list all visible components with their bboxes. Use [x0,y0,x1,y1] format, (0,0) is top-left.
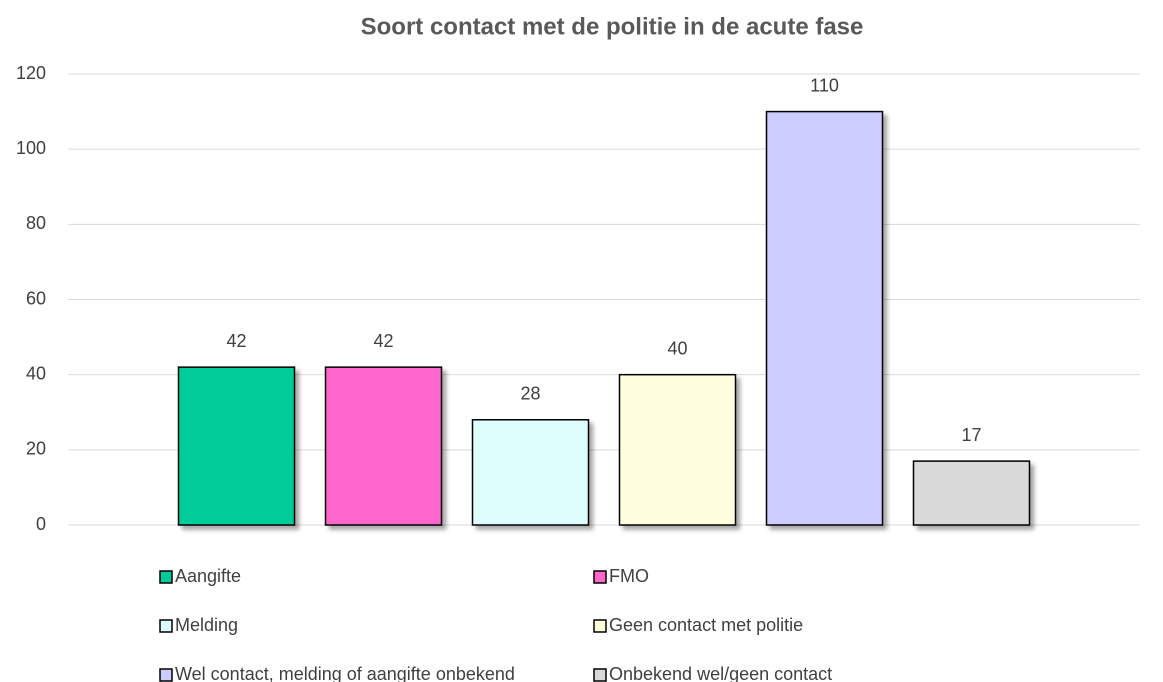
legend-swatch [593,668,607,682]
legend-swatch [593,619,607,633]
legend-label: Aangifte [175,566,241,586]
legend-label: Melding [175,615,238,635]
chart-title: Soort contact met de politie in de acute… [361,13,864,40]
value-label: 28 [520,384,540,404]
value-label: 40 [667,338,687,358]
y-tick-label: 100 [16,138,46,158]
y-tick-label: 20 [26,439,46,459]
value-label: 42 [226,331,246,351]
value-label: 110 [810,75,839,95]
bar [177,366,296,526]
legend-swatch [159,619,173,633]
legend-label: Wel contact, melding of aangifte onbeken… [175,664,515,682]
bar [618,373,737,526]
value-label: 42 [373,331,393,351]
legend-swatch [159,570,173,584]
bar [765,110,884,526]
legend-swatch [593,570,607,584]
y-tick-label: 0 [36,514,46,534]
bar [471,419,590,526]
legend-label: Onbekend wel/geen contact [609,664,832,682]
value-label: 17 [961,425,981,445]
bar [324,366,443,526]
y-tick-label: 80 [26,213,46,233]
bar [912,460,1031,526]
legend-swatch [159,668,173,682]
legend-label: Geen contact met politie [609,615,803,635]
legend-label: FMO [609,566,649,586]
y-tick-label: 60 [26,288,46,308]
y-tick-label: 40 [26,363,46,383]
y-tick-label: 120 [16,63,46,83]
